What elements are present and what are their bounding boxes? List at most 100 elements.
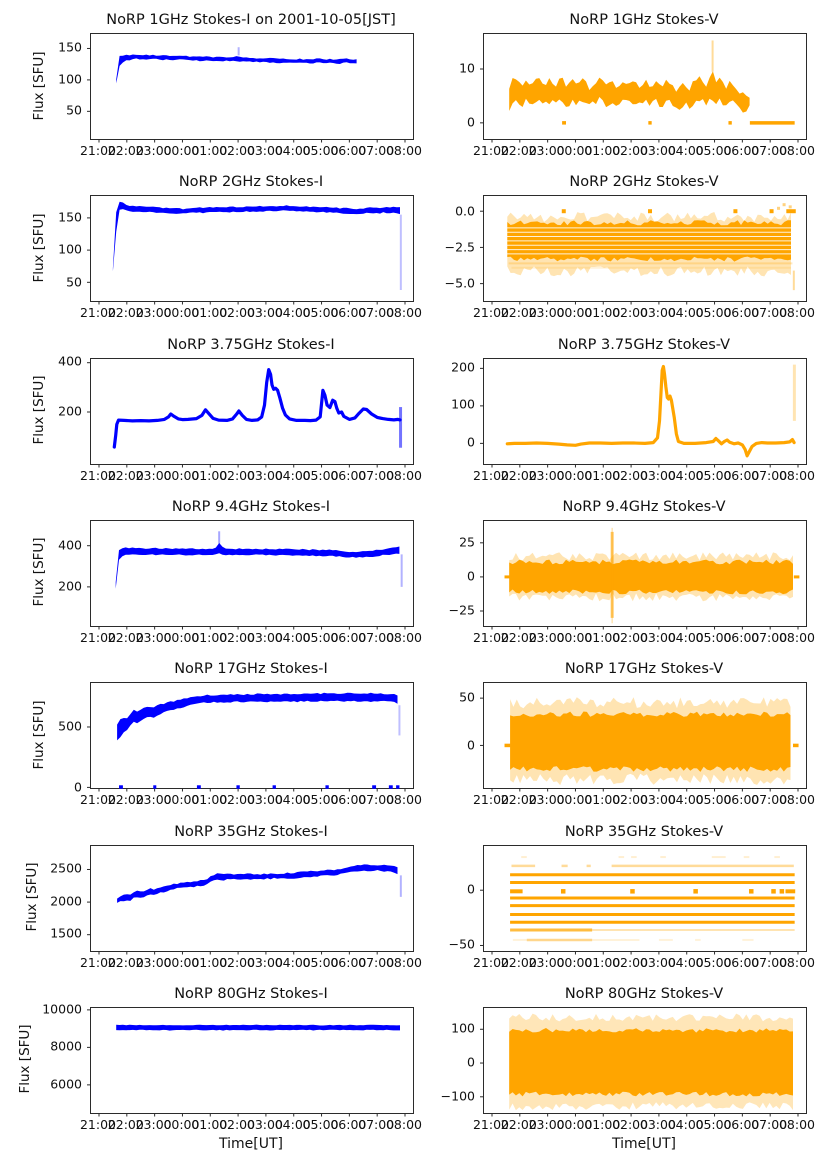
x-tick-label: 21:00 bbox=[472, 467, 510, 483]
x-tick-label: 03:00 bbox=[639, 792, 676, 808]
plot-area bbox=[480, 697, 799, 792]
plot-area bbox=[480, 40, 799, 143]
data-band bbox=[117, 692, 398, 741]
subplot-title: NoRP 3.75GHz Stokes-I bbox=[167, 336, 335, 353]
x-tick-label: 22:00 bbox=[500, 467, 537, 483]
x-tick-label: 08:00 bbox=[385, 954, 423, 970]
x-tick-label: 00:00 bbox=[556, 305, 593, 321]
x-tick-label: 00:00 bbox=[163, 143, 200, 158]
x-tick-label: 06:00 bbox=[723, 467, 760, 483]
x-tick-label: 05:00 bbox=[695, 629, 732, 645]
y-tick-label: 6000 bbox=[50, 1076, 82, 1092]
x-tick-label: 07:00 bbox=[751, 143, 788, 158]
x-tick-label: 03:00 bbox=[639, 629, 676, 645]
x-tick-label: 23:00 bbox=[135, 305, 172, 321]
y-tick-label: −2.5 bbox=[444, 239, 475, 255]
plot-area bbox=[87, 361, 406, 468]
data-band bbox=[510, 711, 791, 773]
x-tick-label: 05:00 bbox=[302, 629, 339, 645]
y-tick-label: 0 bbox=[467, 434, 475, 450]
x-tick-label: 04:00 bbox=[274, 143, 311, 158]
x-tick-label: 06:00 bbox=[330, 629, 367, 645]
x-tick-label: 05:00 bbox=[695, 792, 732, 808]
x-tick-label: 04:00 bbox=[667, 1116, 704, 1132]
x-tick-label: 23:00 bbox=[135, 629, 172, 645]
plot-area bbox=[87, 692, 406, 792]
x-tick-label: 22:00 bbox=[107, 467, 144, 483]
x-tick-label: 02:00 bbox=[219, 629, 256, 645]
x-tick-label: 00:00 bbox=[163, 629, 200, 645]
y-tick-label: 400 bbox=[58, 537, 82, 553]
y-axis-label: Flux [SFU] bbox=[31, 537, 47, 607]
y-tick-label: 0 bbox=[467, 114, 475, 130]
data-marker bbox=[561, 209, 566, 214]
x-tick-label: 01:00 bbox=[191, 1116, 228, 1132]
x-tick-label: 08:00 bbox=[778, 305, 816, 321]
x-tick-label: 07:00 bbox=[358, 954, 395, 970]
x-tick-label: 04:00 bbox=[667, 143, 704, 158]
y-tick-label: 0 bbox=[467, 1054, 475, 1070]
subplot-title: NoRP 3.75GHz Stokes-V bbox=[557, 336, 731, 353]
x-tick-label: 01:00 bbox=[584, 954, 621, 970]
x-tick-label: 07:00 bbox=[358, 629, 395, 645]
x-tick-label: 06:00 bbox=[723, 1116, 760, 1132]
x-tick-label: 02:00 bbox=[219, 1116, 256, 1132]
y-tick-label: 400 bbox=[58, 353, 82, 369]
x-tick-label: 21:00 bbox=[472, 954, 510, 970]
y-tick-label: 2500 bbox=[50, 860, 82, 876]
x-tick-label: 21:00 bbox=[472, 1116, 510, 1132]
x-tick-label: 04:00 bbox=[274, 792, 311, 808]
x-tick-label: 06:00 bbox=[723, 954, 760, 970]
plot-area bbox=[480, 855, 799, 954]
x-tick-label: 02:00 bbox=[612, 954, 649, 970]
x-tick-label: 05:00 bbox=[302, 305, 339, 321]
data-line bbox=[505, 364, 796, 457]
y-tick-label: −25 bbox=[448, 602, 475, 618]
y-tick-label: −100 bbox=[440, 1088, 475, 1104]
x-tick-label: 04:00 bbox=[667, 467, 704, 483]
y-tick-label: 100 bbox=[451, 396, 475, 412]
plot-area bbox=[480, 364, 799, 468]
subplot-title: NoRP 80GHz Stokes-I bbox=[174, 985, 328, 1002]
x-tick-label: 02:00 bbox=[612, 792, 649, 808]
x-tick-label: 05:00 bbox=[695, 143, 732, 158]
x-tick-label: 23:00 bbox=[135, 143, 172, 158]
plot-area bbox=[480, 1013, 799, 1117]
x-tick-label: 22:00 bbox=[107, 1116, 144, 1132]
x-tick-label: 05:00 bbox=[302, 143, 339, 158]
x-tick-label: 05:00 bbox=[695, 1116, 732, 1132]
data-line bbox=[112, 367, 402, 449]
x-tick-label: 08:00 bbox=[778, 954, 816, 970]
x-tick-label: 08:00 bbox=[385, 1116, 423, 1132]
x-tick-label: 07:00 bbox=[751, 1116, 788, 1132]
x-tick-label: 04:00 bbox=[274, 467, 311, 483]
subplot-axes bbox=[480, 519, 807, 630]
x-tick-label: 01:00 bbox=[584, 1116, 621, 1132]
subplot-axes bbox=[87, 682, 414, 792]
x-tick-label: 22:00 bbox=[500, 1116, 537, 1132]
y-tick-label: 50 bbox=[66, 274, 82, 290]
x-tick-label: 08:00 bbox=[385, 305, 423, 321]
x-tick-label: 22:00 bbox=[500, 143, 537, 158]
x-tick-label: 08:00 bbox=[385, 143, 423, 158]
x-tick-label: 01:00 bbox=[584, 792, 621, 808]
plot-area bbox=[87, 201, 406, 305]
plot-area bbox=[87, 863, 406, 954]
plot-area bbox=[480, 203, 799, 305]
x-tick-label: 08:00 bbox=[385, 467, 423, 483]
x-tick-label: 02:00 bbox=[612, 305, 649, 321]
x-tick-label: 06:00 bbox=[330, 792, 367, 808]
x-tick-label: 03:00 bbox=[639, 467, 676, 483]
y-tick-label: 0 bbox=[74, 779, 82, 795]
x-tick-label: 03:00 bbox=[639, 305, 676, 321]
x-tick-label: 03:00 bbox=[246, 305, 283, 321]
x-tick-label: 01:00 bbox=[584, 467, 621, 483]
x-tick-label: 23:00 bbox=[528, 1116, 565, 1132]
plot-area bbox=[87, 1009, 406, 1117]
subplot-axes bbox=[87, 519, 414, 630]
x-tick-label: 21:00 bbox=[79, 954, 117, 970]
x-tick-label: 01:00 bbox=[584, 143, 621, 158]
x-tick-label: 08:00 bbox=[385, 629, 423, 645]
x-tick-label: 07:00 bbox=[751, 305, 788, 321]
x-tick-label: 03:00 bbox=[246, 1116, 283, 1132]
